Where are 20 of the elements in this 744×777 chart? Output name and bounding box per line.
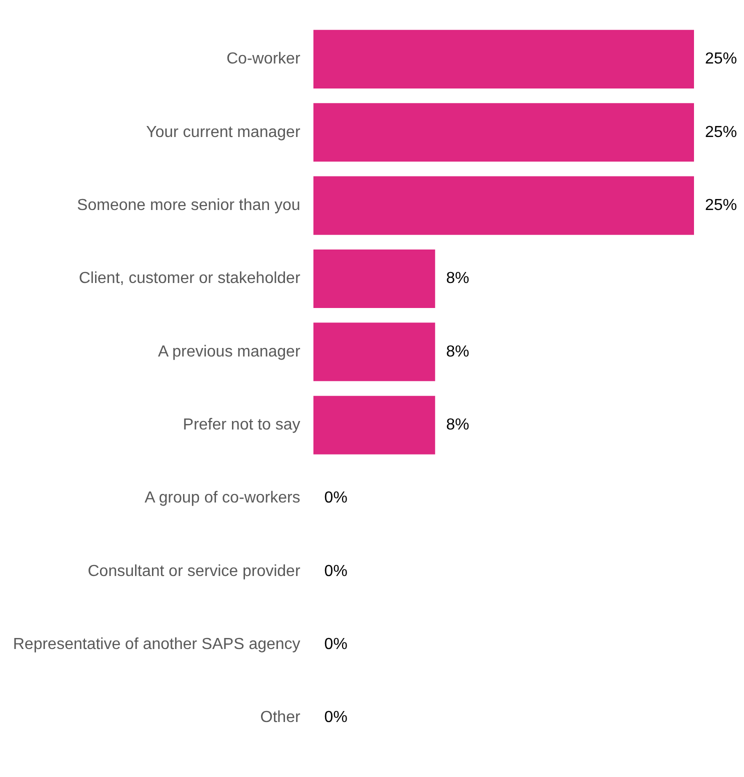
y-tick-label: Co-worker	[226, 50, 301, 68]
y-tick-label: Client, customer or stakeholder	[78, 270, 301, 288]
data-label: 8%	[446, 416, 470, 434]
y-tick-label: Other	[260, 709, 301, 726]
y-tick-label: Your current manager	[146, 124, 301, 141]
y-tick-label: A previous manager	[158, 343, 301, 360]
data-label: 0%	[324, 490, 348, 507]
data-label: 8%	[446, 343, 470, 360]
data-label: 8%	[446, 270, 470, 288]
data-label: 25%	[705, 196, 738, 214]
data-label: 25%	[705, 124, 738, 141]
y-tick-label: Prefer not to say	[182, 416, 300, 434]
data-label: 0%	[324, 709, 348, 726]
y-tick-label: Consultant or service provider	[88, 562, 301, 580]
data-label: 0%	[324, 562, 348, 580]
y-tick-label: Someone more senior than you	[77, 196, 300, 214]
y-tick-label: A group of co-workers	[144, 490, 300, 507]
data-label: 0%	[324, 636, 348, 654]
data-label: 25%	[705, 50, 738, 68]
y-tick-label: Representative of another SAPS agency	[12, 636, 300, 654]
